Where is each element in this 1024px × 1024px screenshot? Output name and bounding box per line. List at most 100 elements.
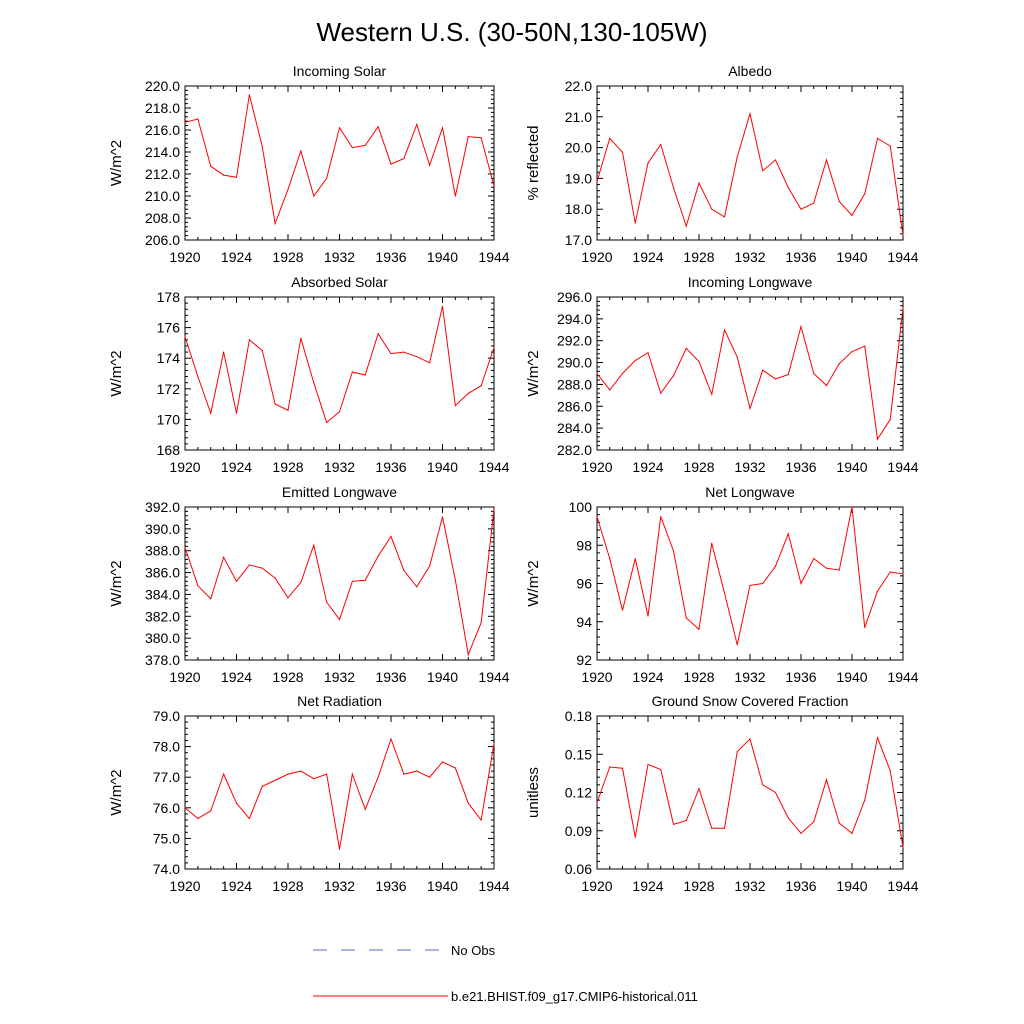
data-point xyxy=(480,622,482,624)
data-point xyxy=(287,409,289,411)
y-tick-label: 20.0 xyxy=(565,140,592,156)
data-point xyxy=(493,185,495,187)
data-point xyxy=(210,810,212,812)
x-tick-label: 1940 xyxy=(836,669,867,685)
data-point xyxy=(813,821,815,823)
data-point xyxy=(313,544,315,546)
data-point xyxy=(864,626,866,629)
data-point xyxy=(480,385,482,387)
plot-frame xyxy=(596,85,904,241)
data-point xyxy=(723,329,726,331)
data-point xyxy=(287,188,289,190)
y-tick-label: 0.18 xyxy=(565,708,592,724)
data-point xyxy=(698,788,700,790)
data-point xyxy=(672,550,675,552)
plot-frame xyxy=(596,296,904,451)
x-tick-label: 1940 xyxy=(427,249,458,265)
y-tick-label: 94 xyxy=(576,614,592,630)
x-tick-label: 1940 xyxy=(427,669,458,685)
data-point xyxy=(621,151,624,153)
data-point xyxy=(698,182,700,184)
data-point xyxy=(660,768,662,771)
y-tick-label: 0.06 xyxy=(565,861,592,877)
panel-7: 1920 1924 1928 1932 1936 1940 1944 0.06 0.09 0.12… xyxy=(525,693,919,894)
y-tick-label: 386.0 xyxy=(145,565,180,581)
data-point xyxy=(467,653,469,656)
data-point xyxy=(851,351,853,353)
y-tick-label: 294.0 xyxy=(557,311,592,327)
data-point xyxy=(416,123,418,126)
data-point xyxy=(287,773,289,775)
y-tick-label: 176 xyxy=(157,320,181,336)
y-tick-label: 292.0 xyxy=(557,333,592,349)
plot-frame xyxy=(596,506,904,661)
data-point xyxy=(223,556,225,558)
data-point xyxy=(685,617,687,619)
data-point xyxy=(377,776,379,778)
data-point xyxy=(825,567,828,569)
data-point xyxy=(261,785,263,787)
panel-4: 1920 1924 1928 1932 1936 1940 1944 378.0 380.0 38… xyxy=(108,484,510,685)
data-point xyxy=(403,351,405,353)
data-point xyxy=(441,761,444,763)
y-tick-label: 392.0 xyxy=(145,499,180,515)
data-point xyxy=(672,375,675,377)
data-point xyxy=(660,143,662,146)
x-tick-label: 1928 xyxy=(683,878,714,894)
y-tick-label: 388.0 xyxy=(145,543,180,559)
data-point xyxy=(634,836,636,838)
data-point xyxy=(429,164,431,166)
data-point xyxy=(467,392,469,394)
x-tick-label: 1940 xyxy=(427,878,458,894)
x-tick-label: 1920 xyxy=(581,878,612,894)
x-tick-label: 1936 xyxy=(375,459,406,475)
data-point xyxy=(454,767,456,769)
x-tick-label: 1944 xyxy=(887,459,918,475)
y-tick-label: 282.0 xyxy=(557,442,592,458)
x-tick-label: 1944 xyxy=(478,459,509,475)
y-tick-label: 290.0 xyxy=(557,355,592,371)
data-point xyxy=(800,208,802,210)
data-point xyxy=(749,584,751,587)
x-tick-label: 1932 xyxy=(734,459,765,475)
x-tick-label: 1928 xyxy=(272,878,303,894)
data-point xyxy=(300,581,302,584)
panel-title: Absorbed Solar xyxy=(291,274,388,290)
x-tick-label: 1924 xyxy=(221,459,252,475)
x-tick-label: 1936 xyxy=(375,669,406,685)
data-point xyxy=(762,784,764,786)
x-tick-label: 1920 xyxy=(581,249,612,265)
panel-2: 1920 1924 1928 1932 1936 1940 1944 168 170 172 174… xyxy=(108,274,510,475)
data-point xyxy=(825,384,828,387)
data-point xyxy=(596,372,598,375)
series-line xyxy=(184,737,495,850)
data-point xyxy=(223,773,225,775)
data-point xyxy=(493,346,495,349)
data-point xyxy=(621,609,624,611)
y-tick-label: 284.0 xyxy=(557,420,592,436)
y-tick-label: 76.0 xyxy=(153,800,180,816)
x-tick-label: 1944 xyxy=(478,249,509,265)
data-point xyxy=(800,325,802,328)
y-tick-label: 384.0 xyxy=(145,586,180,602)
y-tick-label: 174 xyxy=(157,350,181,366)
data-point xyxy=(723,216,726,218)
data-point xyxy=(787,373,789,376)
x-tick-label: 1936 xyxy=(785,459,816,475)
data-point xyxy=(838,363,840,365)
data-point xyxy=(351,580,353,582)
data-point xyxy=(596,515,598,518)
y-tick-label: 178 xyxy=(157,289,181,305)
data-point xyxy=(698,360,700,363)
data-point xyxy=(711,542,713,544)
data-point xyxy=(377,333,379,335)
data-point xyxy=(184,807,186,809)
data-point xyxy=(313,382,315,384)
x-tick-label: 1928 xyxy=(272,249,303,265)
data-point xyxy=(749,738,751,740)
data-point xyxy=(261,145,263,148)
x-tick-label: 1932 xyxy=(324,459,355,475)
data-point xyxy=(889,145,891,147)
y-tick-label: 77.0 xyxy=(153,769,180,785)
data-point xyxy=(287,597,289,599)
